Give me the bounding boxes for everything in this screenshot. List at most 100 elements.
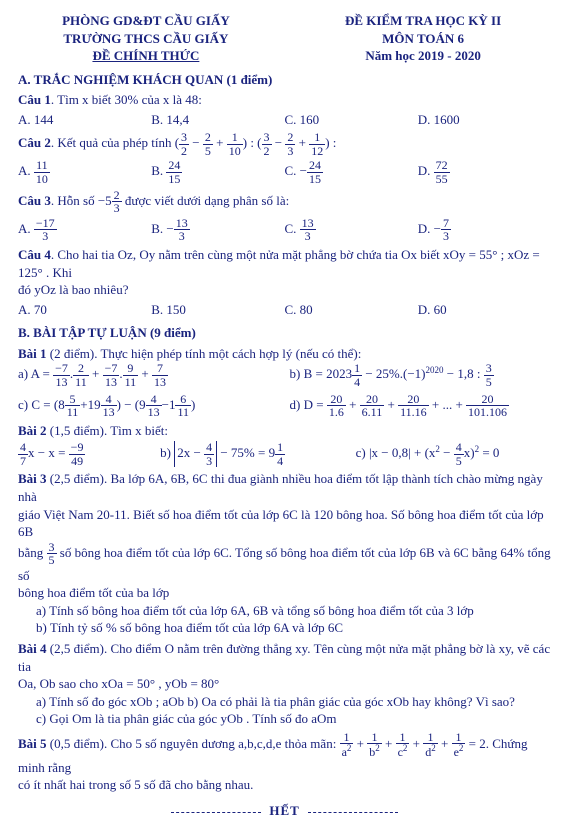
f-d: 6.11 xyxy=(360,406,385,419)
b1-d-pre: d) D = xyxy=(290,397,327,412)
question-2: Câu 2. Kết quả của phép tính (32 − 25 + … xyxy=(18,131,551,185)
f-d: 13 xyxy=(152,376,168,389)
q4-text2: đó yOz là bao nhiêu? xyxy=(18,281,551,299)
header-left: PHÒNG GD&ĐT CẦU GIẤY TRƯỜNG THCS CẦU GIẤ… xyxy=(18,12,274,65)
q4-text1: . Cho hai tia Oz, Oy nằm trên cùng một n… xyxy=(18,247,540,280)
b5-label: Bài 5 xyxy=(18,736,47,751)
bai-4: Bài 4 (2,5 điểm). Cho điểm O nằm trên đư… xyxy=(18,640,551,728)
b1-b-pow: 2020 xyxy=(426,365,444,375)
f-n: 20 xyxy=(398,393,429,407)
f-d: 15 xyxy=(166,173,182,186)
b1-b-mid2: − 1,8 : xyxy=(444,366,484,381)
bai-3: Bài 3 (2,5 điểm). Ba lớp 6A, 6B, 6C thi … xyxy=(18,470,551,637)
f-n: 1 xyxy=(367,731,382,745)
int: +19 xyxy=(80,397,100,412)
section-a-title: A. TRẮC NGHIỆM KHÁCH QUAN (1 điểm) xyxy=(18,71,551,89)
f-d: 11 xyxy=(123,376,139,389)
b3-a: a) Tính số bông hoa điểm tốt của lớp 6A,… xyxy=(18,602,551,620)
q4-opt-b: B. 150 xyxy=(151,301,284,319)
b2-text: (1,5 điểm). Tìm x biết: xyxy=(47,423,168,438)
q1-label: Câu 1 xyxy=(18,92,51,107)
tail: = 0 xyxy=(479,445,499,460)
b2-a: 47x − x = −949 xyxy=(18,441,160,467)
f-d: 2 xyxy=(262,145,272,158)
q2-opt-c: C. −2415 xyxy=(285,159,418,185)
f-d: b2 xyxy=(367,744,382,759)
f-n: 13 xyxy=(174,217,190,231)
b1-b-pre: b) B = 2023 xyxy=(290,366,353,381)
x: x xyxy=(464,445,471,460)
f-n: −17 xyxy=(34,217,57,231)
f-n: 3 xyxy=(179,131,189,145)
b5-text1: (0,5 điểm). Cho 5 số nguyên dương a,b,c,… xyxy=(47,736,340,751)
q4-opt-c: C. 80 xyxy=(285,301,418,319)
f-d: 12 xyxy=(309,145,325,158)
f-n: 24 xyxy=(166,159,182,173)
q2-opt-d: D. 7255 xyxy=(418,159,551,185)
b5-text2: có ít nhất hai trong số 5 số đã cho bằng… xyxy=(18,776,551,794)
b1-d-dots: + ... + xyxy=(429,397,466,412)
b1-a-pre: a) A = xyxy=(18,366,53,381)
f-n: 4 xyxy=(454,441,464,455)
q3-text2: được viết dưới dạng phân số là: xyxy=(122,193,290,208)
b1-c-pre: c) C = xyxy=(18,397,54,412)
opt-label: C. xyxy=(285,164,297,179)
q1-opt-b: B. 14,4 xyxy=(151,111,284,129)
f-n: 2 xyxy=(73,362,89,376)
question-4: Câu 4. Cho hai tia Oz, Oy nằm trên cùng … xyxy=(18,246,551,318)
f-d: 55 xyxy=(434,173,450,186)
bai-1: Bài 1 (2 điểm). Thực hiện phép tính một … xyxy=(18,345,551,419)
opt-label: C. xyxy=(285,221,297,236)
f-d: e2 xyxy=(452,744,466,759)
dash-left xyxy=(171,812,261,813)
f-n: 20 xyxy=(327,393,346,407)
f-d: 3 xyxy=(300,230,316,243)
f-n: 72 xyxy=(434,159,450,173)
f-n: 1 xyxy=(340,731,354,745)
opt-label: A. xyxy=(18,221,31,236)
b2-c: c) |x − 0,8| + (x2 − 45x)2 = 0 xyxy=(356,441,551,467)
b1-b: b) B = 202314 − 25%.(−1)2020 − 1,8 : 35 xyxy=(290,362,552,388)
f-d: 4 xyxy=(275,455,285,468)
f-d: 13 xyxy=(101,406,117,419)
f-n: 13 xyxy=(300,217,316,231)
footer-het: HẾT xyxy=(18,802,551,820)
f-d: 4 xyxy=(352,376,362,389)
f-n: 24 xyxy=(307,159,323,173)
f-n: 1 xyxy=(396,731,410,745)
official-line: ĐỀ CHÍNH THỨC xyxy=(18,47,274,65)
f-n: 1 xyxy=(352,362,362,376)
bai-2: Bài 2 (1,5 điểm). Tìm x biết: 47x − x = … xyxy=(18,422,551,468)
pre: bằng xyxy=(18,545,47,560)
opt-label: B. xyxy=(151,221,163,236)
f-d: 11 xyxy=(73,376,89,389)
opt-label: A. xyxy=(18,164,31,179)
abs-l: 2x − xyxy=(177,445,204,460)
het-text: HẾT xyxy=(269,803,299,818)
f-n: 2 xyxy=(285,131,295,145)
f-d: 3 xyxy=(204,455,214,468)
f-d: 3 xyxy=(285,145,295,158)
f-d: 13 xyxy=(53,376,70,389)
section-b-title: B. BÀI TẬP TỰ LUẬN (9 điểm) xyxy=(18,324,551,342)
b2-a-mid: x − x = xyxy=(28,445,69,460)
b1-label: Bài 1 xyxy=(18,346,47,361)
bai-5: Bài 5 (0,5 điểm). Cho 5 số nguyên dương … xyxy=(18,731,551,794)
neg: − xyxy=(166,221,173,236)
b3-text1: (2,5 điểm). Ba lớp 6A, 6B, 6C thi đua gi… xyxy=(18,471,543,504)
f-d: 1.6 xyxy=(327,406,346,419)
b1-c-mid: − xyxy=(121,397,135,412)
f-n: 2 xyxy=(203,131,213,145)
dash-right xyxy=(308,812,398,813)
f-d: 13 xyxy=(103,376,120,389)
f-n: −9 xyxy=(69,441,86,455)
f-d: 3 xyxy=(112,202,122,215)
header: PHÒNG GD&ĐT CẦU GIẤY TRƯỜNG THCS CẦU GIẤ… xyxy=(18,12,551,65)
q3-opt-c: C. 133 xyxy=(285,217,418,243)
f-d: 3 xyxy=(34,230,57,243)
f-n: −7 xyxy=(103,362,120,376)
f-n: 9 xyxy=(123,362,139,376)
q4-opt-a: A. 70 xyxy=(18,301,151,319)
f-n: 1 xyxy=(452,731,466,745)
f-d: a2 xyxy=(340,744,354,759)
